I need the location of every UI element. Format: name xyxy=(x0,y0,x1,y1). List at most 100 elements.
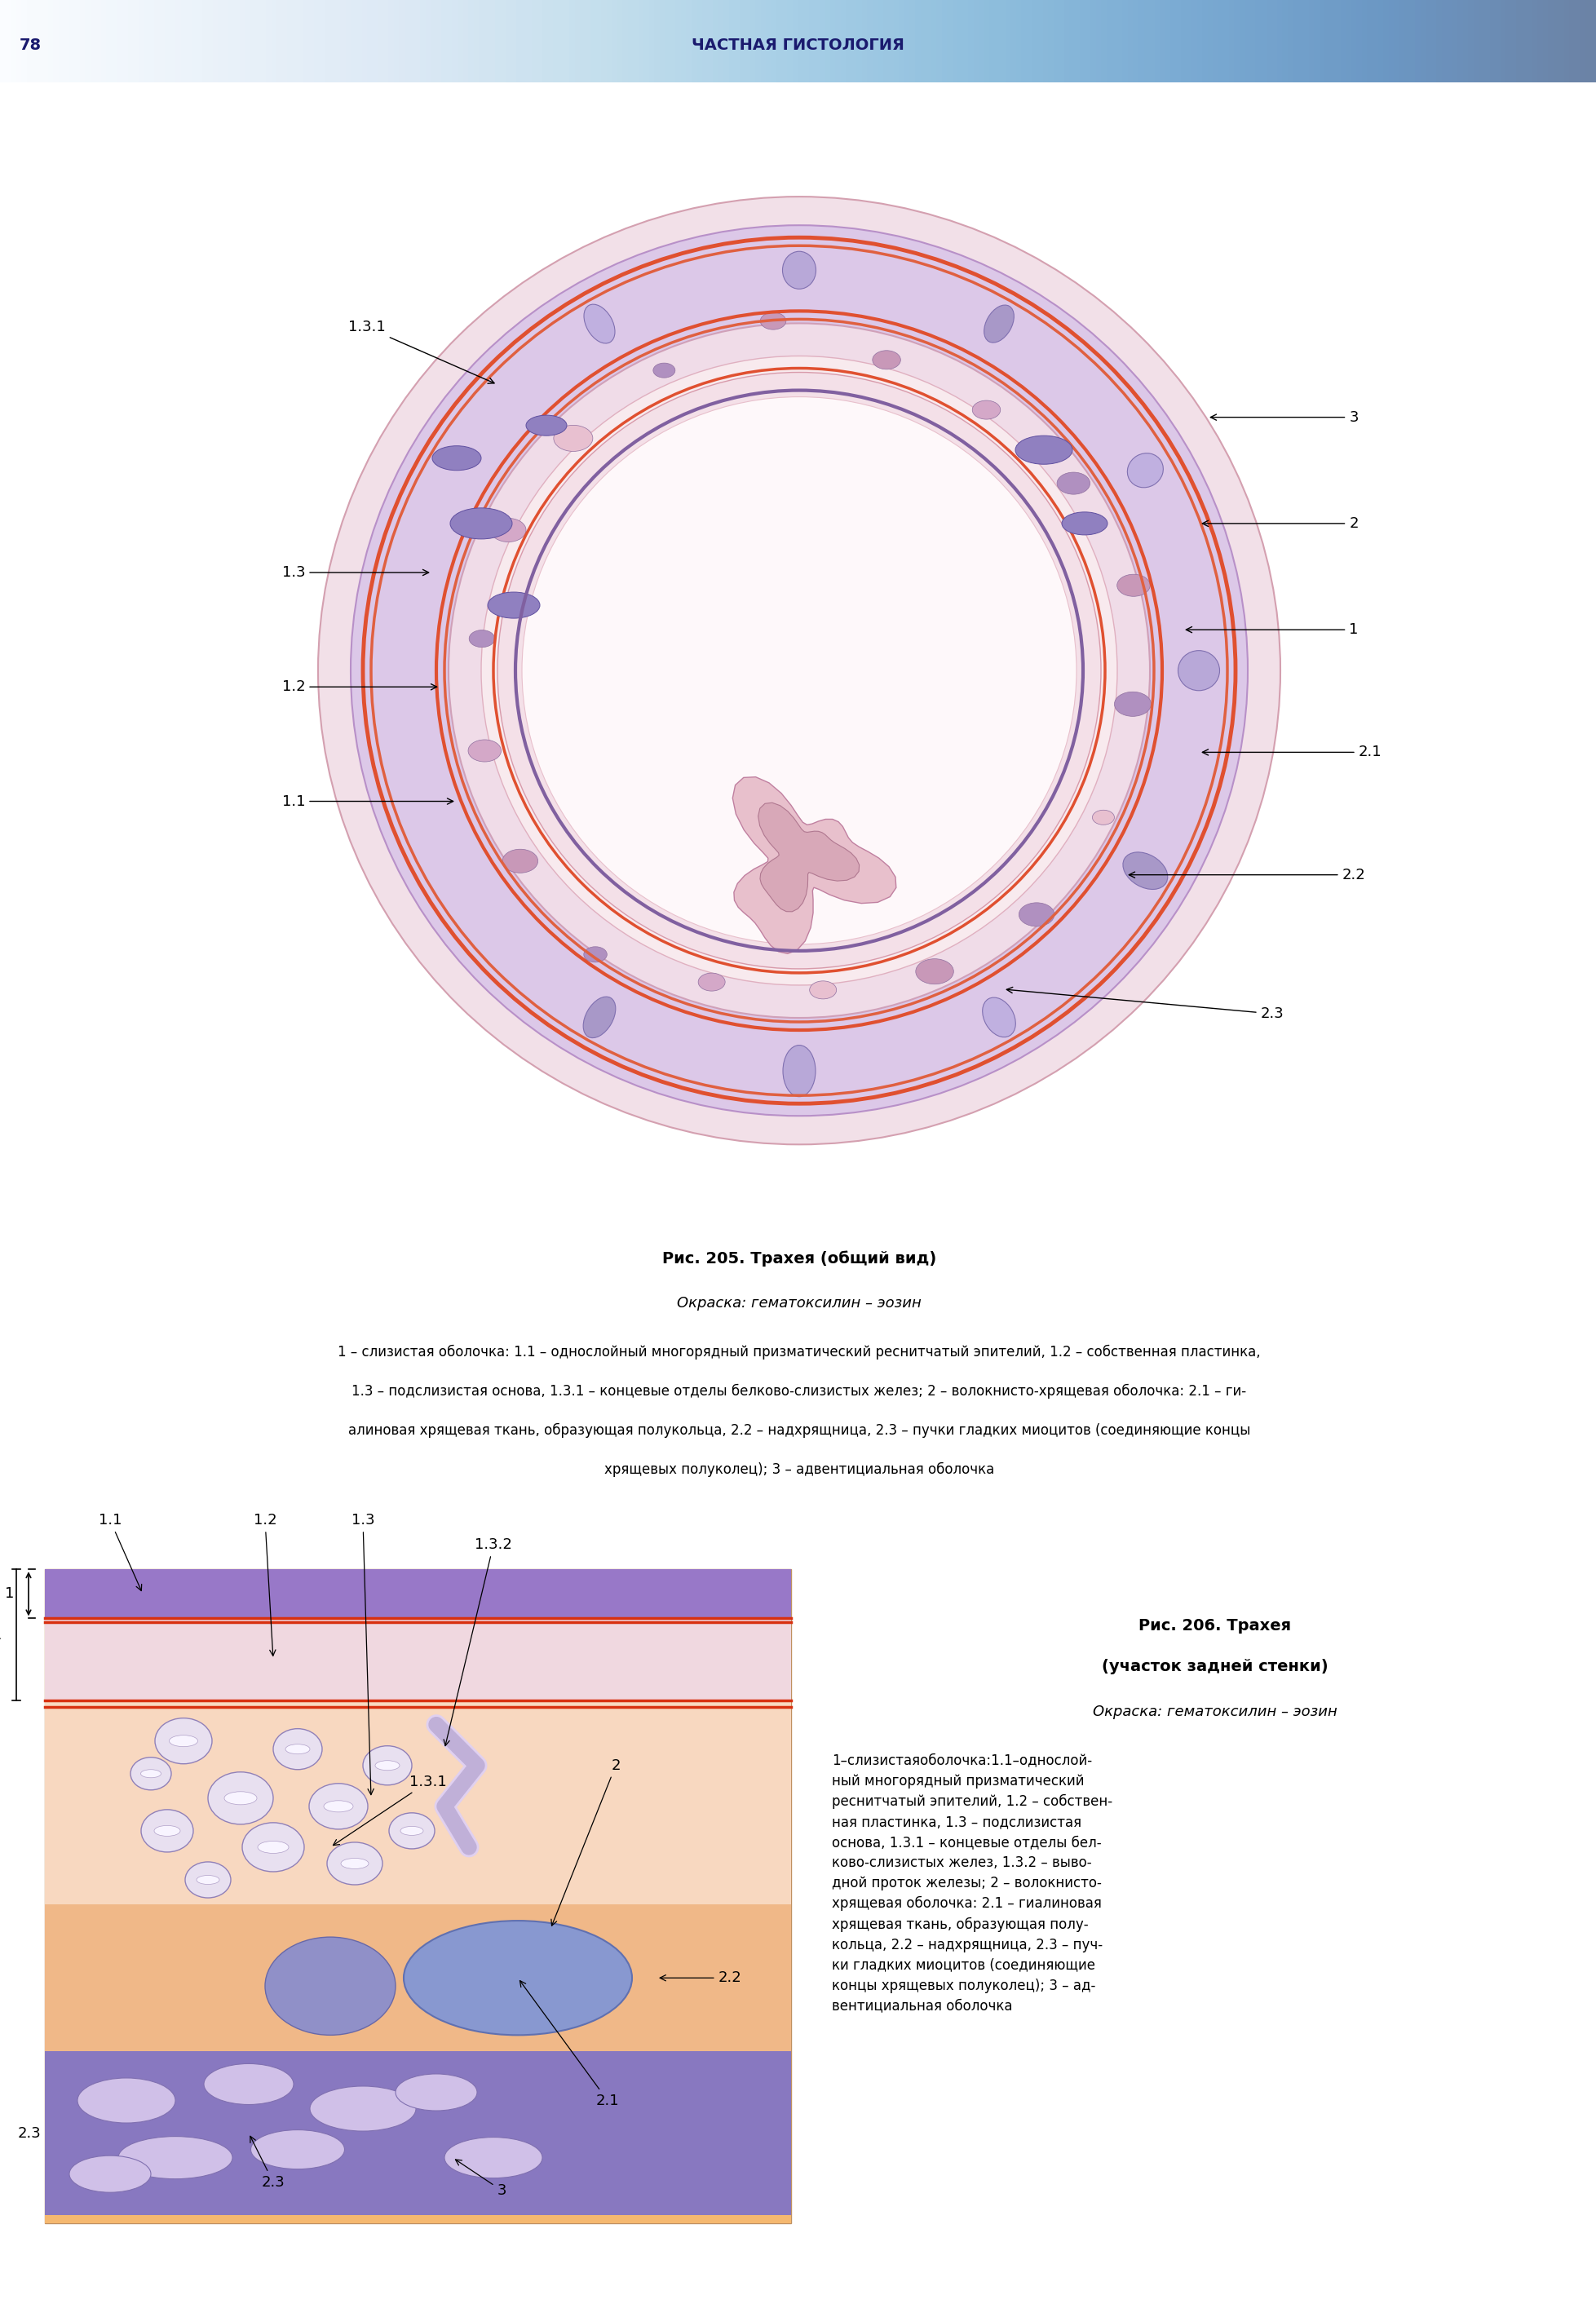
Ellipse shape xyxy=(1092,811,1114,825)
Ellipse shape xyxy=(653,364,675,378)
Text: 2: 2 xyxy=(1202,517,1358,531)
Text: 1.3 – подслизистая основа, 1.3.1 – концевые отделы белково-слизистых желез; 2 – : 1.3 – подслизистая основа, 1.3.1 – конце… xyxy=(351,1383,1246,1399)
Ellipse shape xyxy=(972,401,1001,419)
Ellipse shape xyxy=(169,1735,198,1747)
Ellipse shape xyxy=(1015,436,1073,463)
Ellipse shape xyxy=(782,250,816,290)
Ellipse shape xyxy=(401,1826,423,1835)
Ellipse shape xyxy=(140,1810,193,1851)
Ellipse shape xyxy=(809,980,836,999)
Text: 1.2: 1.2 xyxy=(282,679,437,695)
Ellipse shape xyxy=(327,1842,383,1884)
Ellipse shape xyxy=(583,996,616,1038)
Ellipse shape xyxy=(1114,693,1151,716)
Text: 1.2: 1.2 xyxy=(254,1513,276,1657)
Text: 1.3: 1.3 xyxy=(282,565,429,579)
Ellipse shape xyxy=(1117,575,1151,595)
Bar xyxy=(45,1569,792,2222)
Ellipse shape xyxy=(498,373,1101,969)
Ellipse shape xyxy=(324,1800,353,1812)
Ellipse shape xyxy=(1124,853,1168,890)
Text: 2.1: 2.1 xyxy=(520,1981,619,2108)
Ellipse shape xyxy=(389,1812,434,1849)
Text: 1.1: 1.1 xyxy=(282,795,453,809)
Bar xyxy=(45,1569,792,1617)
PathPatch shape xyxy=(758,802,859,911)
Ellipse shape xyxy=(286,1745,310,1754)
Ellipse shape xyxy=(310,1784,367,1828)
Text: 1.3.2: 1.3.2 xyxy=(444,1538,512,1745)
Ellipse shape xyxy=(396,2074,477,2111)
Text: 2.1: 2.1 xyxy=(1202,746,1382,760)
Ellipse shape xyxy=(155,1719,212,1763)
Text: 1: 1 xyxy=(1186,623,1358,637)
Ellipse shape xyxy=(207,1773,273,1823)
Ellipse shape xyxy=(1178,651,1219,690)
Text: 2: 2 xyxy=(551,1759,621,1925)
Ellipse shape xyxy=(873,350,900,368)
Text: Рис. 206. Трахея: Рис. 206. Трахея xyxy=(1140,1617,1291,1633)
Ellipse shape xyxy=(140,1770,161,1777)
Ellipse shape xyxy=(362,1745,412,1784)
Bar xyxy=(45,2215,792,2222)
Text: ЧАСТНАЯ ГИСТОЛОГИЯ: ЧАСТНАЯ ГИСТОЛОГИЯ xyxy=(691,37,905,53)
Text: алиновая хрящевая ткань, образующая полукольца, 2.2 – надхрящница, 2.3 – пучки г: алиновая хрящевая ткань, образующая полу… xyxy=(348,1423,1250,1439)
Text: 1: 1 xyxy=(5,1587,14,1601)
Text: 2.2: 2.2 xyxy=(659,1969,742,1986)
Bar xyxy=(45,1617,792,1701)
Ellipse shape xyxy=(985,306,1013,343)
Ellipse shape xyxy=(444,2136,543,2178)
Text: 1.3.1: 1.3.1 xyxy=(334,1775,447,1844)
Ellipse shape xyxy=(469,630,495,646)
Ellipse shape xyxy=(78,2078,176,2122)
Ellipse shape xyxy=(916,959,954,985)
Ellipse shape xyxy=(522,396,1077,945)
Text: 2.3: 2.3 xyxy=(251,2136,286,2190)
Ellipse shape xyxy=(273,1728,322,1770)
Bar xyxy=(45,1905,792,2051)
Ellipse shape xyxy=(196,1874,219,1884)
Ellipse shape xyxy=(404,1921,632,2034)
Ellipse shape xyxy=(225,1791,257,1805)
Text: 2.3: 2.3 xyxy=(1007,987,1283,1022)
Ellipse shape xyxy=(490,519,527,542)
Ellipse shape xyxy=(69,2155,152,2192)
PathPatch shape xyxy=(733,776,895,955)
Text: Рис. 205. Трахея (общий вид): Рис. 205. Трахея (общий вид) xyxy=(662,1251,937,1267)
Ellipse shape xyxy=(375,1761,399,1770)
Ellipse shape xyxy=(760,313,785,329)
Ellipse shape xyxy=(450,507,512,540)
Text: 3: 3 xyxy=(1210,410,1358,424)
Ellipse shape xyxy=(1127,454,1163,487)
Ellipse shape xyxy=(697,973,725,992)
Ellipse shape xyxy=(1057,473,1090,494)
Ellipse shape xyxy=(118,2136,233,2178)
Ellipse shape xyxy=(584,304,614,343)
Ellipse shape xyxy=(527,415,567,436)
Ellipse shape xyxy=(433,445,480,470)
Ellipse shape xyxy=(310,2085,417,2132)
Text: 1.3.1: 1.3.1 xyxy=(348,320,495,385)
Text: Окраска: гематоксилин – эозин: Окраска: гематоксилин – эозин xyxy=(1093,1705,1337,1719)
Ellipse shape xyxy=(265,1937,396,2034)
Ellipse shape xyxy=(468,739,501,762)
Ellipse shape xyxy=(131,1756,171,1791)
Text: 1.3: 1.3 xyxy=(351,1513,375,1796)
Ellipse shape xyxy=(983,999,1015,1038)
Ellipse shape xyxy=(448,324,1149,1017)
Text: 3: 3 xyxy=(455,2159,506,2199)
Ellipse shape xyxy=(1061,512,1108,535)
Text: 78: 78 xyxy=(19,37,41,53)
Bar xyxy=(45,1701,792,1905)
Ellipse shape xyxy=(243,1823,305,1872)
Ellipse shape xyxy=(155,1826,180,1835)
Ellipse shape xyxy=(503,850,538,874)
Ellipse shape xyxy=(488,593,539,619)
Bar xyxy=(45,2051,792,2215)
Ellipse shape xyxy=(784,1045,816,1096)
Ellipse shape xyxy=(310,181,1288,1161)
Ellipse shape xyxy=(257,1842,289,1854)
Text: Окраска: гематоксилин – эозин: Окраска: гематоксилин – эозин xyxy=(677,1295,921,1311)
Text: (участок задней стенки): (участок задней стенки) xyxy=(1101,1659,1328,1675)
Ellipse shape xyxy=(185,1863,231,1898)
